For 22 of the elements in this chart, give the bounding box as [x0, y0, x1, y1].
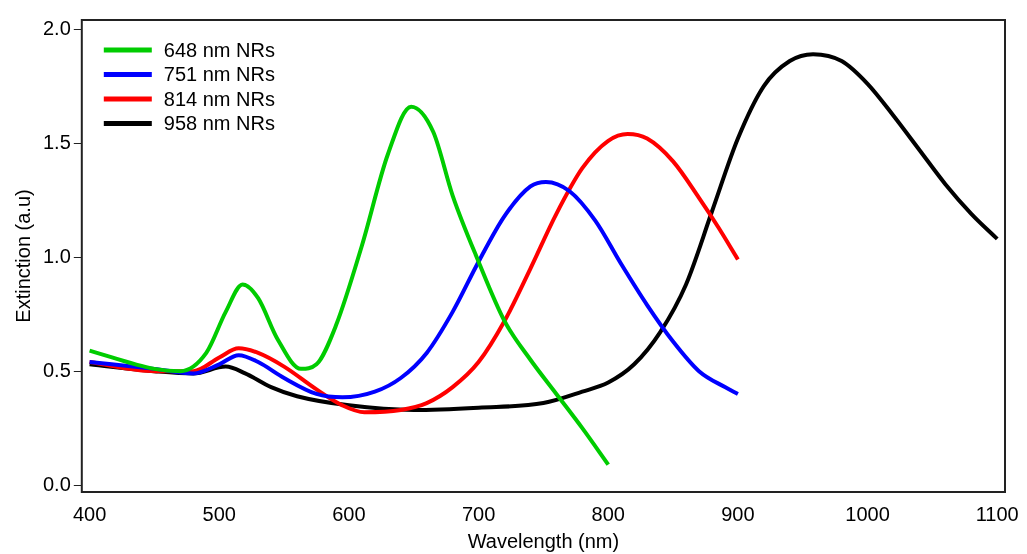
line-series — [87, 132, 740, 415]
legend-label: 958 nm NRs — [163, 112, 275, 135]
y-tick-label: 1.0 — [42, 244, 71, 267]
y-tick-label: 0.0 — [42, 472, 71, 495]
y-tick-label: 2.0 — [42, 16, 71, 39]
y-tick-label: 1.5 — [42, 130, 71, 153]
x-tick-label: 800 — [591, 502, 625, 525]
line-series — [87, 179, 740, 400]
x-tick-label: 500 — [202, 502, 236, 525]
legend-label: 648 nm NRs — [163, 38, 275, 61]
x-tick-label: 400 — [72, 502, 107, 525]
x-tick-label: 1000 — [845, 502, 890, 525]
line-series — [87, 104, 611, 467]
x-tick-label: 900 — [721, 502, 755, 525]
x-tick-label: 600 — [332, 502, 366, 525]
y-tick-label: 0.5 — [42, 358, 71, 381]
x-tick-label: 1100 — [975, 502, 1019, 525]
y-axis-title: Extinction (a.u) — [11, 189, 34, 323]
x-axis-title: Wavelength (nm) — [467, 529, 620, 552]
legend-label: 814 nm NRs — [163, 87, 275, 110]
legend-label: 751 nm NRs — [163, 63, 275, 86]
x-tick-label: 700 — [461, 502, 496, 525]
